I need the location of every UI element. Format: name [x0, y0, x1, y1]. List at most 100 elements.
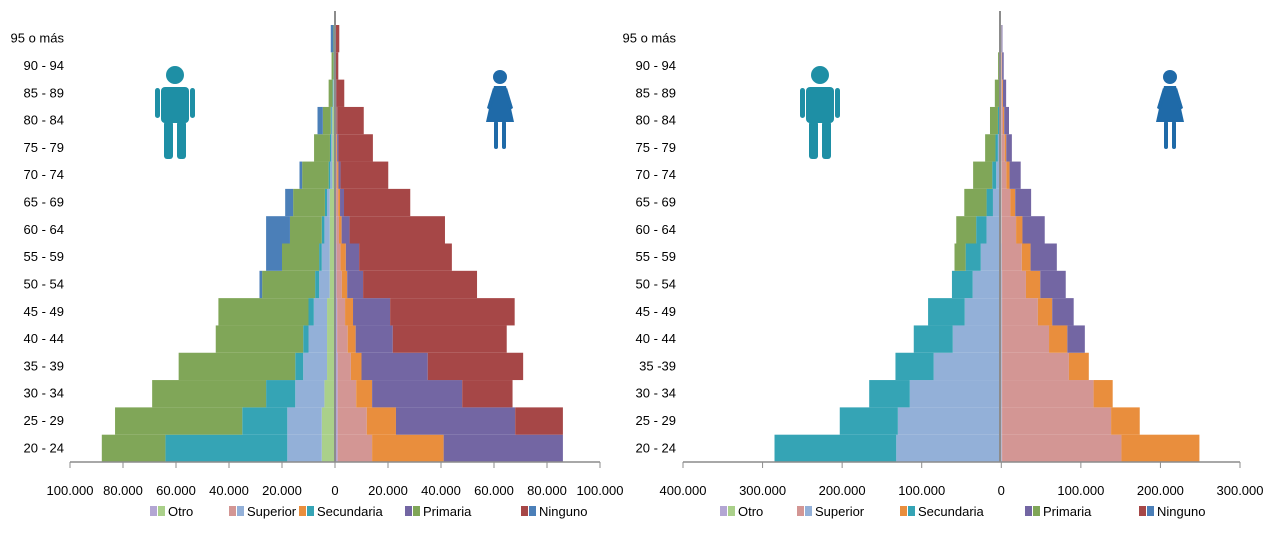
bar-women-ninguno-4: [393, 325, 507, 352]
x-tick-label: 40.000: [421, 483, 461, 498]
bar-men-superior-8: [986, 216, 1000, 243]
bar-men-secundaria-11: [330, 134, 331, 161]
bar-women-secundaria-12: [336, 107, 337, 134]
bar-men-secundaria-4: [303, 325, 308, 352]
bar-women-superior-0: [338, 435, 372, 462]
age-label: 30 - 34: [636, 386, 676, 401]
age-label: 30 - 34: [24, 386, 64, 401]
age-label: 90 - 94: [24, 58, 64, 73]
bar-men-secundaria-3: [895, 353, 933, 380]
age-label: 20 - 24: [24, 440, 64, 455]
x-tick-label: 80.000: [103, 483, 143, 498]
bar-women-primaria-2: [372, 380, 462, 407]
bar-women-superior-10: [1002, 162, 1007, 189]
age-label: 55 - 59: [636, 249, 676, 264]
bar-women-superior-2: [338, 380, 357, 407]
bar-men-superior-7: [322, 244, 330, 271]
bar-men-primaria-11: [314, 134, 330, 161]
bar-women-secundaria-7: [341, 244, 346, 271]
x-tick-label: 40.000: [209, 483, 249, 498]
bar-women-ninguno-10: [341, 162, 389, 189]
bar-women-ninguno-5: [390, 298, 515, 325]
x-tick-label: 100.000: [1057, 483, 1104, 498]
age-label: 70 - 74: [636, 167, 676, 182]
bar-women-secundaria-0: [1121, 435, 1199, 462]
bar-women-superior-12: [1001, 107, 1003, 134]
bar-women-superior-6: [337, 271, 342, 298]
bar-men-primaria-6: [262, 271, 315, 298]
age-label: 75 - 79: [24, 140, 64, 155]
legend-label: Ninguno: [539, 504, 587, 519]
bar-women-primaria-12: [1004, 107, 1009, 134]
x-tick-label: 300.000: [1217, 483, 1264, 498]
bar-women-secundaria-1: [367, 407, 396, 434]
bar-women-ninguno-9: [344, 189, 410, 216]
bar-women-secundaria-8: [339, 216, 342, 243]
bar-men-otro-5: [327, 298, 335, 325]
legend-swatch: [805, 506, 812, 516]
bar-women-primaria-8: [342, 216, 350, 243]
bar-women-ninguno-7: [359, 244, 452, 271]
bar-men-superior-0: [896, 435, 1000, 462]
age-label: 50 - 54: [636, 276, 676, 291]
bar-women-superior-4: [1002, 325, 1049, 352]
bar-women-secundaria-10: [337, 162, 338, 189]
bar-men-superior-5: [965, 298, 1001, 325]
x-tick-label: 60.000: [156, 483, 196, 498]
bar-men-primaria-12: [990, 107, 998, 134]
bar-men-superior-9: [327, 189, 330, 216]
bar-women-primaria-4: [356, 325, 393, 352]
bar-men-primaria-4: [216, 325, 303, 352]
bar-men-primaria-9: [964, 189, 986, 216]
bar-men-secundaria-8: [322, 216, 325, 243]
bar-men-secundaria-0: [775, 435, 897, 462]
x-tick-label: 20.000: [262, 483, 302, 498]
bar-women-otro-6: [1001, 271, 1002, 298]
age-label: 90 - 94: [636, 58, 676, 73]
bar-men-secundaria-12: [331, 107, 332, 134]
bar-women-secundaria-5: [1038, 298, 1052, 325]
bar-men-superior-8: [324, 216, 329, 243]
bar-women-secundaria-9: [338, 189, 340, 216]
bar-women-superior-1: [338, 407, 367, 434]
bar-men-primaria-10: [302, 162, 329, 189]
bar-men-secundaria-1: [840, 407, 898, 434]
legend-swatch: [150, 506, 157, 516]
bar-men-otro-4: [327, 325, 335, 352]
x-tick-label: 200.000: [819, 483, 866, 498]
age-label: 45 - 49: [636, 304, 676, 319]
bar-men-superior-1: [898, 407, 1001, 434]
bar-women-secundaria-2: [1094, 380, 1113, 407]
age-label: 35 - 39: [24, 358, 64, 373]
bar-women-superior-7: [1002, 244, 1022, 271]
age-label: 40 - 44: [636, 331, 676, 346]
bar-women-otro-5: [1001, 298, 1002, 325]
legend-label: Secundaria: [918, 504, 985, 519]
bar-women-secundaria-10: [1006, 162, 1009, 189]
bar-women-superior-11: [1002, 134, 1005, 161]
bar-women-ninguno-14: [336, 52, 339, 79]
bar-women-primaria-9: [340, 189, 344, 216]
bar-men-primaria-14: [332, 52, 334, 79]
bar-women-secundaria-8: [1016, 216, 1022, 243]
legend-swatch: [158, 506, 165, 516]
bar-men-secundaria-13: [333, 80, 334, 107]
bar-men-otro-0: [322, 435, 335, 462]
bar-men-primaria-12: [323, 107, 331, 134]
bar-men-superior-4: [309, 325, 328, 352]
bar-men-superior-7: [981, 244, 1001, 271]
legend-label: Ninguno: [1157, 504, 1205, 519]
bar-women-superior-5: [337, 298, 345, 325]
bar-women-secundaria-5: [345, 298, 353, 325]
legend-label: Superior: [247, 504, 297, 519]
bar-men-secundaria-6: [952, 271, 973, 298]
legend-swatch: [728, 506, 735, 516]
legend-swatch: [413, 506, 420, 516]
bar-women-secundaria-2: [356, 380, 372, 407]
bar-women-secundaria-11: [1005, 134, 1007, 161]
age-label: 50 - 54: [24, 276, 64, 291]
bar-women-superior-9: [336, 189, 338, 216]
